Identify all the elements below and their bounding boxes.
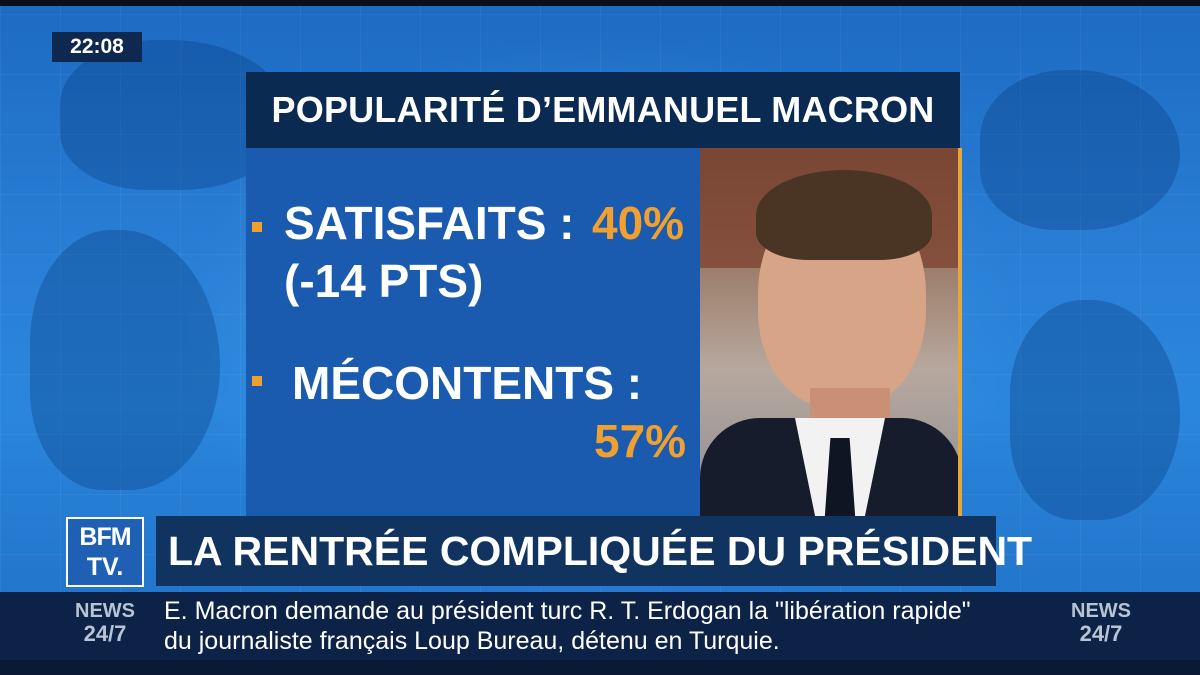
graphic-title: POPULARITÉ D’EMMANUEL MACRON — [246, 72, 960, 148]
news-247-badge-left: NEWS 24/7 — [60, 600, 150, 650]
stat-satisfied-value: 40% — [592, 197, 685, 249]
map-landmass — [980, 70, 1180, 230]
bullet-icon — [252, 222, 262, 232]
news-badge-bottom: 24/7 — [83, 621, 127, 646]
bfmtv-logo: BFM TV. — [66, 517, 144, 587]
bullet-icon — [252, 376, 262, 386]
stat-discontent-label: MÉCONTENTS : — [292, 357, 643, 409]
bottom-frame-strip — [0, 660, 1200, 675]
stat-satisfied-label: SATISFAITS : — [284, 197, 575, 249]
news-badge-top: NEWS — [1071, 600, 1131, 622]
macron-portrait-photo — [700, 148, 962, 518]
top-frame-bar — [0, 0, 1200, 6]
stat-satisfied-change: (-14 PTS) — [284, 255, 484, 307]
map-landmass — [30, 230, 220, 490]
headline-banner: LA RENTRÉE COMPLIQUÉE DU PRÉSIDENT — [156, 516, 1032, 586]
ticker-text: E. Macron demande au président turc R. T… — [164, 597, 971, 655]
popularity-stats-panel: SATISFAITS : 40% (-14 PTS) MÉCONTENTS : … — [246, 148, 700, 518]
news-247-badge-right: NEWS 24/7 — [1056, 600, 1146, 650]
news-badge-bottom: 24/7 — [1079, 621, 1123, 646]
headline-text: LA RENTRÉE COMPLIQUÉE DU PRÉSIDENT — [168, 527, 1033, 574]
map-landmass — [1010, 300, 1180, 520]
logo-line-1: BFM — [79, 523, 131, 551]
news-ticker-bar — [0, 592, 1200, 660]
clock-display: 22:08 — [52, 32, 142, 62]
news-badge-top: NEWS — [75, 600, 135, 622]
stat-discontent-value: 57% — [594, 415, 687, 467]
logo-line-2: TV. — [86, 553, 124, 581]
